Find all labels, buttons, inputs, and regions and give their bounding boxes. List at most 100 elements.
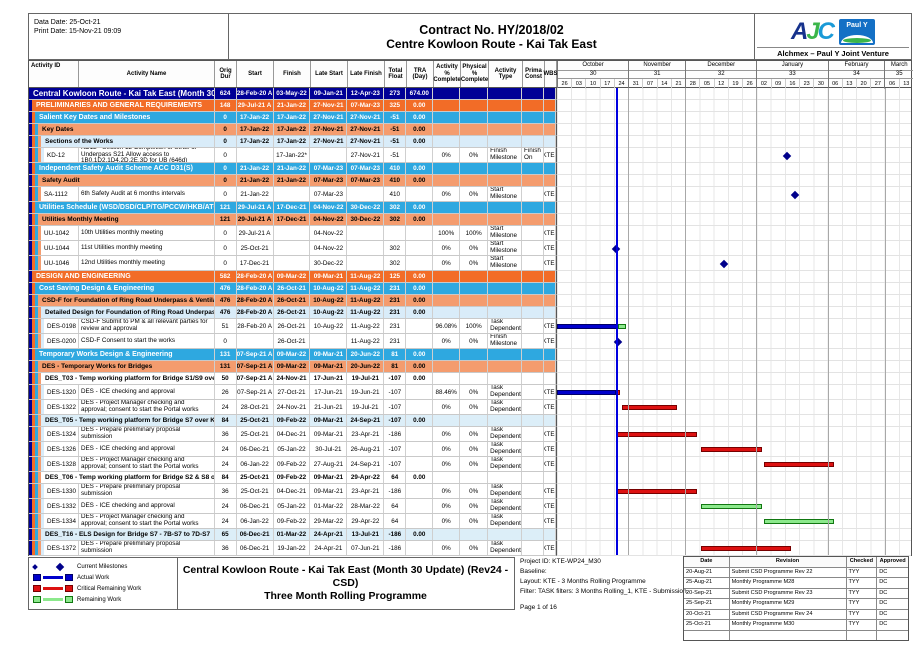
row-table-part: Utilities Schedule (WSD/DSD/CLP/TG/PCCW/… <box>29 202 557 214</box>
table-column-headers: Activity ID Activity Name Orig Dur Start Fin… <box>29 61 558 87</box>
hierarchy-stripe <box>29 499 32 513</box>
table-cell <box>544 124 556 135</box>
table-cell: 0% <box>433 241 461 255</box>
table-cell: 07-Mar-23 <box>310 163 348 174</box>
table-cell: 17-Jan-22 <box>237 112 274 123</box>
table-cell: -107 <box>384 442 407 456</box>
wbs-band-title: Utilities Schedule (WSD/DSD/CLP/TG/PCCW/… <box>29 202 215 213</box>
hierarchy-stripe <box>38 136 41 147</box>
table-cell <box>460 472 489 483</box>
table-cell: 0 <box>215 112 237 123</box>
table-cell: 81 <box>384 361 407 372</box>
row-table-part: SA-1112 6th Safety Audit at 6 months inte… <box>29 187 557 202</box>
table-cell: 131 <box>215 361 237 372</box>
table-cell <box>522 112 544 123</box>
hierarchy-stripe <box>38 226 41 240</box>
activity-name: KD12 - Section 12 Completion of Strut. o… <box>79 148 215 162</box>
table-cell: 01-Mar-22 <box>274 529 311 540</box>
hierarchy-stripe <box>32 226 35 240</box>
activity-id: DES-1334 <box>29 514 79 528</box>
gantt-row <box>557 124 911 136</box>
table-cell: 36 <box>215 484 237 498</box>
wbs-band-row: Central Kowloon Route - Kai Tak East (Mo… <box>29 88 911 100</box>
table-cell <box>433 529 461 540</box>
hierarchy-stripes <box>29 361 38 372</box>
table-cell: 07-Mar-23 <box>310 187 348 201</box>
table-cell: 325 <box>384 100 407 111</box>
table-cell: 121 <box>215 214 237 225</box>
table-cell <box>406 187 434 201</box>
hierarchy-stripe <box>29 529 32 540</box>
table-cell: 19-Jun-21 <box>347 385 385 399</box>
table-cell <box>406 226 434 240</box>
critical-remaining-bar <box>615 489 698 494</box>
table-cell: 0 <box>215 124 237 135</box>
week-label: 17 <box>599 79 614 89</box>
milestone-diamond-icon <box>613 337 623 346</box>
hierarchy-stripes <box>29 136 41 147</box>
hierarchy-stripes <box>29 112 35 123</box>
table-cell <box>544 349 556 360</box>
table-cell: 88.46% <box>433 385 461 399</box>
table-cell: 674.00 <box>406 88 434 99</box>
hierarchy-stripe <box>32 529 35 540</box>
month-number: 30 <box>558 71 629 79</box>
table-cell: 09-Jan-21 <box>310 88 348 99</box>
hierarchy-stripe <box>32 112 35 123</box>
hierarchy-stripe <box>32 541 35 555</box>
hierarchy-stripe <box>38 334 41 348</box>
table-cell <box>522 214 544 225</box>
hierarchy-stripes <box>29 373 41 384</box>
table-cell: -186 <box>384 529 407 540</box>
hierarchy-stripe <box>38 442 41 456</box>
table-cell <box>460 214 489 225</box>
hierarchy-stripes <box>29 457 44 471</box>
table-cell: 28-Mar-22 <box>347 499 385 513</box>
table-cell <box>522 283 544 294</box>
table-cell <box>544 373 556 384</box>
table-cell: 0 <box>215 148 237 162</box>
timeline-month-january: January 33 02 09 16 23 30 <box>756 61 828 89</box>
table-cell <box>522 361 544 372</box>
revision-cell: DC <box>879 568 888 575</box>
table-cell: 0 <box>215 187 237 201</box>
hierarchy-stripes <box>29 472 41 483</box>
table-cell: 26-Oct-21 <box>274 283 311 294</box>
activity-id: UU-1042 <box>29 226 79 240</box>
hierarchy-stripes <box>29 100 32 111</box>
table-cell: 0.00 <box>406 112 434 123</box>
table-cell: 07-Sep-21 A <box>236 361 274 372</box>
table-cell: 0% <box>433 256 461 270</box>
hierarchy-stripe <box>38 541 41 555</box>
hierarchy-stripe <box>32 349 35 360</box>
table-cell <box>433 307 461 318</box>
activity-id: DES-1324 <box>29 427 79 441</box>
hierarchy-stripe <box>29 385 32 399</box>
hierarchy-stripe <box>38 187 41 201</box>
column-header-wbs: WBS <box>544 61 558 87</box>
table-cell: 0% <box>433 187 461 201</box>
wbs-band-title: Salient Key Dates and Milestones <box>29 112 215 123</box>
table-cell: 09-Mar-22 <box>274 349 311 360</box>
table-cell <box>310 148 348 162</box>
activity-row: UU-1042 10th Utilities monthly meeting 0 29… <box>29 226 911 241</box>
report-info-line: Filter: TASK filters: 3 Months Rolling_1… <box>520 588 689 595</box>
table-cell <box>522 202 544 213</box>
table-cell <box>488 214 523 225</box>
critical-remaining-bar <box>701 546 791 551</box>
table-cell <box>274 187 311 201</box>
table-cell <box>406 400 434 414</box>
column-header-late-finish: Late Finish <box>348 61 385 87</box>
timeline-header: October 30 26 03 10 17 24 November 31 31 07 14 21 Dec… <box>557 61 913 89</box>
activity-id: UU-1046 <box>29 256 79 270</box>
critical-remaining-bar <box>615 432 698 437</box>
gantt-row <box>557 457 911 472</box>
table-cell <box>406 541 434 555</box>
gantt-row <box>557 175 911 187</box>
hierarchy-stripes <box>29 175 38 186</box>
table-cell <box>274 256 311 270</box>
activity-row: DES-1372 DES - Prepare preliminary propos… <box>29 541 911 556</box>
wbs-band-title: DES - Temporary Works for Bridges <box>29 361 215 372</box>
wbs-band-row: Temporary Works Design & Engineering 131 0… <box>29 349 911 361</box>
activity-row: UU-1044 11st Utilities monthly meeting 0 25… <box>29 241 911 256</box>
